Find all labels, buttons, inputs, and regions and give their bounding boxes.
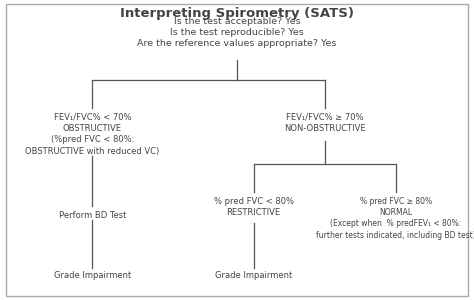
Text: Grade Impairment: Grade Impairment	[215, 272, 292, 280]
Text: Interpreting Spirometry (SATS): Interpreting Spirometry (SATS)	[120, 8, 354, 20]
Text: FEV₁/FVC% < 70%
OBSTRUCTIVE
(%pred FVC < 80%:
OBSTRUCTIVE with reduced VC): FEV₁/FVC% < 70% OBSTRUCTIVE (%pred FVC <…	[25, 112, 160, 156]
Text: FEV₁/FVC% ≥ 70%
NON-OBSTRUCTIVE: FEV₁/FVC% ≥ 70% NON-OBSTRUCTIVE	[284, 112, 365, 133]
Text: % pred FVC ≥ 80%
NORMAL
(Except when  % predFEV₁ < 80%:
further tests indicated,: % pred FVC ≥ 80% NORMAL (Except when % p…	[316, 196, 474, 240]
FancyBboxPatch shape	[6, 4, 468, 296]
Text: Is the test acceptable? Yes
Is the test reproducible? Yes
Are the reference valu: Is the test acceptable? Yes Is the test …	[137, 16, 337, 48]
Text: % pred FVC < 80%
RESTRICTIVE: % pred FVC < 80% RESTRICTIVE	[214, 196, 293, 217]
Text: Perform BD Test: Perform BD Test	[59, 212, 126, 220]
Text: Grade Impairment: Grade Impairment	[54, 272, 131, 280]
